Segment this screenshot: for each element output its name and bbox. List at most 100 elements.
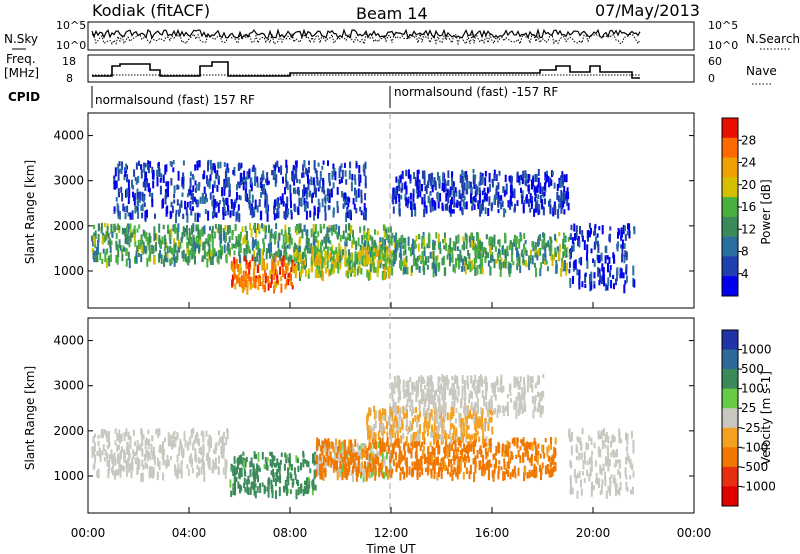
colorbar-tick-label: 4 xyxy=(741,267,749,281)
echo-cell xyxy=(158,461,161,471)
echo-cell xyxy=(625,475,628,480)
echo-cell xyxy=(454,242,457,251)
echo-cell xyxy=(527,185,530,192)
echo-cell xyxy=(428,394,430,405)
echo-cell xyxy=(334,250,337,255)
echo-cell xyxy=(607,436,610,444)
echo-cell xyxy=(221,444,224,451)
echo-cell xyxy=(105,430,108,438)
echo-cell xyxy=(354,187,356,196)
echo-cell xyxy=(214,165,216,174)
echo-cell xyxy=(438,399,441,409)
echo-cell xyxy=(546,174,548,182)
echo-cell xyxy=(327,196,329,202)
echo-cell xyxy=(277,240,280,249)
echo-cell xyxy=(352,230,354,238)
echo-cell xyxy=(437,439,439,447)
echo-cell xyxy=(305,210,308,220)
echo-cell xyxy=(191,467,194,474)
echo-cell xyxy=(500,466,503,471)
echo-cell xyxy=(434,404,437,412)
echo-cell xyxy=(140,234,143,244)
echo-cell xyxy=(264,276,267,284)
echo-cell xyxy=(195,198,197,205)
echo-cell xyxy=(114,226,117,231)
echo-cell xyxy=(313,160,316,170)
echo-cell xyxy=(262,284,265,290)
echo-cell xyxy=(548,244,551,252)
echo-cell xyxy=(149,236,152,243)
echo-cell xyxy=(597,267,600,277)
echo-cell xyxy=(494,194,497,199)
echo-cell xyxy=(608,458,611,467)
echo-cell xyxy=(478,416,481,427)
echo-cell xyxy=(368,407,371,413)
echo-cell xyxy=(394,401,397,409)
echo-cell xyxy=(288,254,291,262)
echo-cell xyxy=(587,235,589,242)
echo-cell xyxy=(385,233,388,241)
echo-cell xyxy=(430,198,433,207)
echo-cell xyxy=(231,266,234,272)
echo-cell xyxy=(418,461,421,471)
echo-cell xyxy=(348,267,351,274)
echo-cell xyxy=(457,447,460,453)
echo-cell xyxy=(520,187,522,194)
echo-cell xyxy=(209,234,211,243)
echo-cell xyxy=(451,401,454,408)
echo-cell xyxy=(233,256,236,267)
colorbar-tick-label: 500 xyxy=(741,362,764,376)
colorbar-tick-label: 28 xyxy=(741,133,756,147)
echo-cell xyxy=(347,232,350,241)
echo-cell xyxy=(360,250,363,258)
echo-cell xyxy=(316,177,319,186)
echo-cell xyxy=(91,235,93,242)
echo-cell xyxy=(285,279,288,286)
echo-cell xyxy=(515,409,518,419)
echo-cell xyxy=(444,430,447,440)
echo-cell xyxy=(571,245,573,253)
echo-cell xyxy=(272,233,275,240)
echo-cell xyxy=(472,440,475,448)
echo-cell xyxy=(238,213,241,223)
echo-cell xyxy=(485,391,487,400)
echo-cell xyxy=(629,475,632,480)
echo-cell xyxy=(453,198,456,208)
echo-cell xyxy=(327,455,330,466)
power-heatmap-cells xyxy=(91,159,636,295)
echo-cell xyxy=(377,265,380,270)
echo-cell xyxy=(339,264,342,270)
echo-cell xyxy=(591,450,594,455)
echo-cell xyxy=(461,378,464,385)
echo-cell xyxy=(412,433,415,439)
echo-cell xyxy=(544,465,547,475)
echo-cell xyxy=(504,232,506,243)
echo-cell xyxy=(257,250,260,256)
echo-cell xyxy=(457,388,460,397)
echo-cell xyxy=(613,283,615,290)
colorbar-frame xyxy=(721,329,739,507)
echo-cell xyxy=(162,198,164,208)
echo-cell xyxy=(173,193,176,199)
echo-cell xyxy=(475,390,478,399)
echo-cell xyxy=(351,240,354,249)
echo-cell xyxy=(198,447,201,454)
echo-cell xyxy=(191,252,194,260)
echo-cell xyxy=(600,252,603,262)
echo-cell xyxy=(430,409,433,418)
echo-cell xyxy=(332,447,335,452)
echo-cell xyxy=(474,267,477,277)
echo-cell xyxy=(123,174,126,181)
echo-cell xyxy=(293,256,296,263)
echo-cell xyxy=(341,459,344,465)
echo-cell xyxy=(173,238,176,247)
echo-cell xyxy=(138,252,140,258)
echo-cell xyxy=(541,186,544,196)
echo-cell xyxy=(344,170,347,177)
echo-cell xyxy=(476,186,479,196)
echo-cell xyxy=(343,162,346,168)
echo-cell xyxy=(266,195,269,206)
echo-cell xyxy=(476,249,479,259)
echo-cell xyxy=(408,446,411,454)
echo-cell xyxy=(487,421,490,431)
